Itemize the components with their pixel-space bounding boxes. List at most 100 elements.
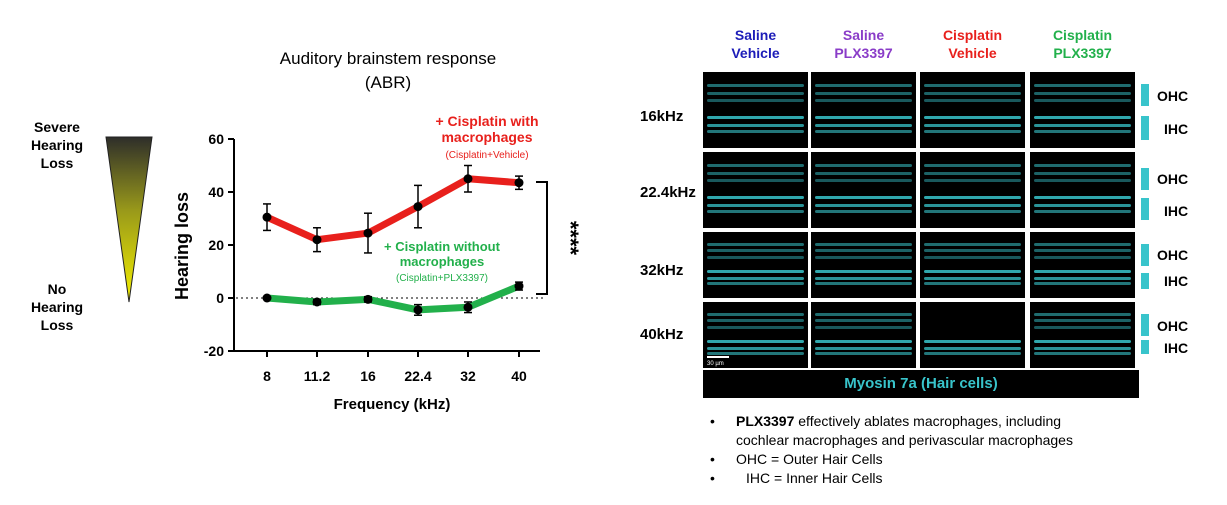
hair-cell-row xyxy=(1034,84,1131,88)
x-tick-label: 11.2 xyxy=(304,368,331,384)
data-point xyxy=(312,235,322,245)
hair-cell-row xyxy=(707,203,804,207)
scale-bar-label: 30 µm xyxy=(707,361,724,367)
microscopy-panel xyxy=(920,232,1025,298)
hair-cell-row xyxy=(1034,276,1131,280)
ohc-marker xyxy=(1141,314,1149,336)
red-series-sublabel: (Cisplatin+Vehicle) xyxy=(445,150,528,161)
hair-cell-row xyxy=(1034,340,1131,344)
severe-label: Severe Hearing Loss xyxy=(22,118,92,172)
hair-cell-row xyxy=(815,270,912,274)
ohc-marker xyxy=(1141,168,1149,190)
y-tick-label: 60 xyxy=(208,131,224,147)
series-line-1 xyxy=(265,175,520,244)
hair-cell-row xyxy=(815,325,912,329)
hair-cell-row xyxy=(924,123,1021,127)
ihc-label: IHC xyxy=(1164,121,1189,137)
condition-header-line2: Vehicle xyxy=(731,45,780,61)
green-series-label-line1: + Cisplatin without xyxy=(384,239,501,254)
hair-cell-row xyxy=(1034,171,1131,175)
data-point xyxy=(413,305,423,315)
hair-cell-row xyxy=(924,209,1021,213)
condition-header-line1: Saline xyxy=(842,27,885,43)
microscopy-panel xyxy=(811,72,916,148)
hair-cell-row xyxy=(815,340,912,344)
no-loss-label-line1: No xyxy=(47,281,67,297)
series-line-2 xyxy=(266,282,521,314)
bullet-dot: • xyxy=(710,451,715,467)
hair-cell-row xyxy=(815,242,912,246)
ohc-label: OHC xyxy=(1157,88,1189,104)
severe-label-line3: Loss xyxy=(40,155,74,171)
hair-cell-row xyxy=(815,179,912,183)
data-point xyxy=(413,202,423,212)
significance-stars: **** xyxy=(558,221,583,256)
condition-header-line2: Vehicle xyxy=(948,45,997,61)
microscopy-panel xyxy=(703,152,808,228)
hair-cell-row xyxy=(1034,325,1131,329)
microscopy-panel xyxy=(920,72,1025,148)
condition-header-line1: Saline xyxy=(734,27,777,43)
hair-cell-row xyxy=(1034,99,1131,103)
hair-cell-row xyxy=(1034,270,1131,274)
note-1: • PLX3397 effectively ablates macrophage… xyxy=(710,412,1073,450)
hair-cell-row xyxy=(1034,242,1131,246)
hair-cell-row xyxy=(1034,249,1131,253)
hair-cell-row xyxy=(815,164,912,168)
hair-cell-row xyxy=(815,123,912,127)
bullet-dot: • xyxy=(710,470,715,486)
microscopy-panel xyxy=(811,302,916,368)
data-point xyxy=(363,228,373,238)
frequency-label: 40kHz xyxy=(640,326,684,343)
hair-cell-row xyxy=(1034,116,1131,120)
scale-bar xyxy=(707,356,729,358)
data-point xyxy=(262,212,272,222)
hair-cell-row xyxy=(815,209,912,213)
hair-cell-row xyxy=(707,282,804,286)
hair-cell-row xyxy=(924,276,1021,280)
condition-header-3: Cisplatin Vehicle xyxy=(923,26,1023,62)
condition-header-line2: PLX3397 xyxy=(834,45,893,61)
data-point xyxy=(463,302,473,312)
ohc-label: OHC xyxy=(1157,318,1189,334)
hair-cell-row xyxy=(924,196,1021,200)
hair-cell-row xyxy=(815,196,912,200)
frequency-label: 32kHz xyxy=(640,262,684,279)
chart-title-line2: (ABR) xyxy=(365,73,411,92)
hair-cell-row xyxy=(1034,203,1131,207)
hair-cell-row xyxy=(707,325,804,329)
series-group xyxy=(262,164,524,316)
ihc-label: IHC xyxy=(1164,273,1189,289)
ihc-label: IHC xyxy=(1164,203,1189,219)
microscopy-panel xyxy=(1030,302,1135,368)
hair-cell-row xyxy=(924,270,1021,274)
ohc-marker xyxy=(1141,244,1149,266)
data-point xyxy=(463,174,473,184)
hair-cell-row xyxy=(924,242,1021,246)
hair-cell-row xyxy=(1034,319,1131,323)
condition-header-4: Cisplatin PLX3397 xyxy=(1033,26,1133,62)
hair-cell-row xyxy=(924,249,1021,253)
condition-header-2: Saline PLX3397 xyxy=(814,26,914,62)
hair-cell-row xyxy=(707,164,804,168)
microscopy-panel xyxy=(703,72,808,148)
hair-cell-row xyxy=(815,352,912,356)
no-loss-label-line3: Loss xyxy=(40,317,74,333)
hair-cell-row xyxy=(815,319,912,323)
hair-cell-row xyxy=(707,123,804,127)
significance-bracket xyxy=(536,181,548,295)
hair-cell-row xyxy=(707,171,804,175)
severe-label-line2: Hearing xyxy=(30,137,84,153)
hair-cell-row xyxy=(815,276,912,280)
severity-triangle xyxy=(105,136,153,303)
condition-header-line1: Cisplatin xyxy=(1052,27,1113,43)
green-series-sublabel: (Cisplatin+PLX3397) xyxy=(396,273,488,284)
hair-cell-row xyxy=(1034,346,1131,350)
hair-cell-row xyxy=(707,346,804,350)
hair-cell-row xyxy=(1034,255,1131,259)
microscopy-panel xyxy=(811,152,916,228)
hair-cell-row xyxy=(815,99,912,103)
hair-cell-row xyxy=(924,282,1021,286)
microscopy-panel xyxy=(1030,232,1135,298)
hair-cell-row xyxy=(815,312,912,316)
